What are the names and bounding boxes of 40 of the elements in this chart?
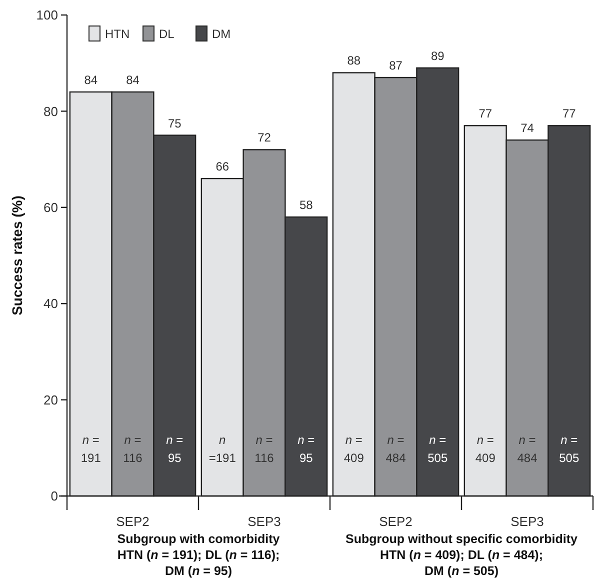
annotation: n = 484 [517,433,538,465]
annotation: n = 95 [166,433,184,465]
data-label: 58 [299,198,314,212]
x-tick-label: SEP2 [116,514,150,529]
data-label: 89 [430,48,445,63]
annotation: n = 409 [344,433,364,465]
x-tick-label: SEP3 [510,514,544,529]
legend-label: DL [159,27,175,42]
data-label: 72 [258,130,272,145]
data-label: 88 [347,54,361,68]
annotation: n = 409 [475,433,496,465]
y-axis-title: Success rates (%) [9,196,25,316]
data-label: 75 [168,116,182,130]
y-tick-label: 100 [36,8,58,23]
annotation: n = 191 [80,433,102,465]
annotation: n = 116 [254,433,274,465]
annotation: n = 484 [386,433,406,465]
annotation: n =191 [208,433,236,465]
y-tick-label: 40 [44,296,58,312]
text: Subgroup with comorbidity HTN (n = 191); DL (n = 116); DM (n = 95) [117,532,280,578]
x-tick-label: SEP3 [248,514,281,529]
text: Subgroup without specific comorbidity HTN (n = 409); DL (n = 484); DM (n = 505) [346,532,578,578]
data-label: 84 [126,72,140,87]
annotation: n = 505 [428,433,448,465]
x-tick-label: SEP2 [379,514,412,529]
legend-label: DM [212,27,231,42]
y-tick-label: 20 [44,392,58,408]
data-label: 87 [389,58,403,73]
y-tick-label: 0 [50,488,58,504]
annotation: n = 95 [298,433,315,465]
annotation: n = 116 [123,433,143,465]
legend-label: HTN [105,27,130,42]
y-tick-label: 80 [44,104,58,119]
data-label: 77 [562,106,576,121]
data-label: 74 [520,121,534,136]
y-tick-label: 60 [44,200,58,215]
data-label: 84 [84,72,98,87]
annotation: n = 505 [559,433,580,465]
data-label: 66 [216,160,230,174]
data-label: 77 [478,106,492,121]
